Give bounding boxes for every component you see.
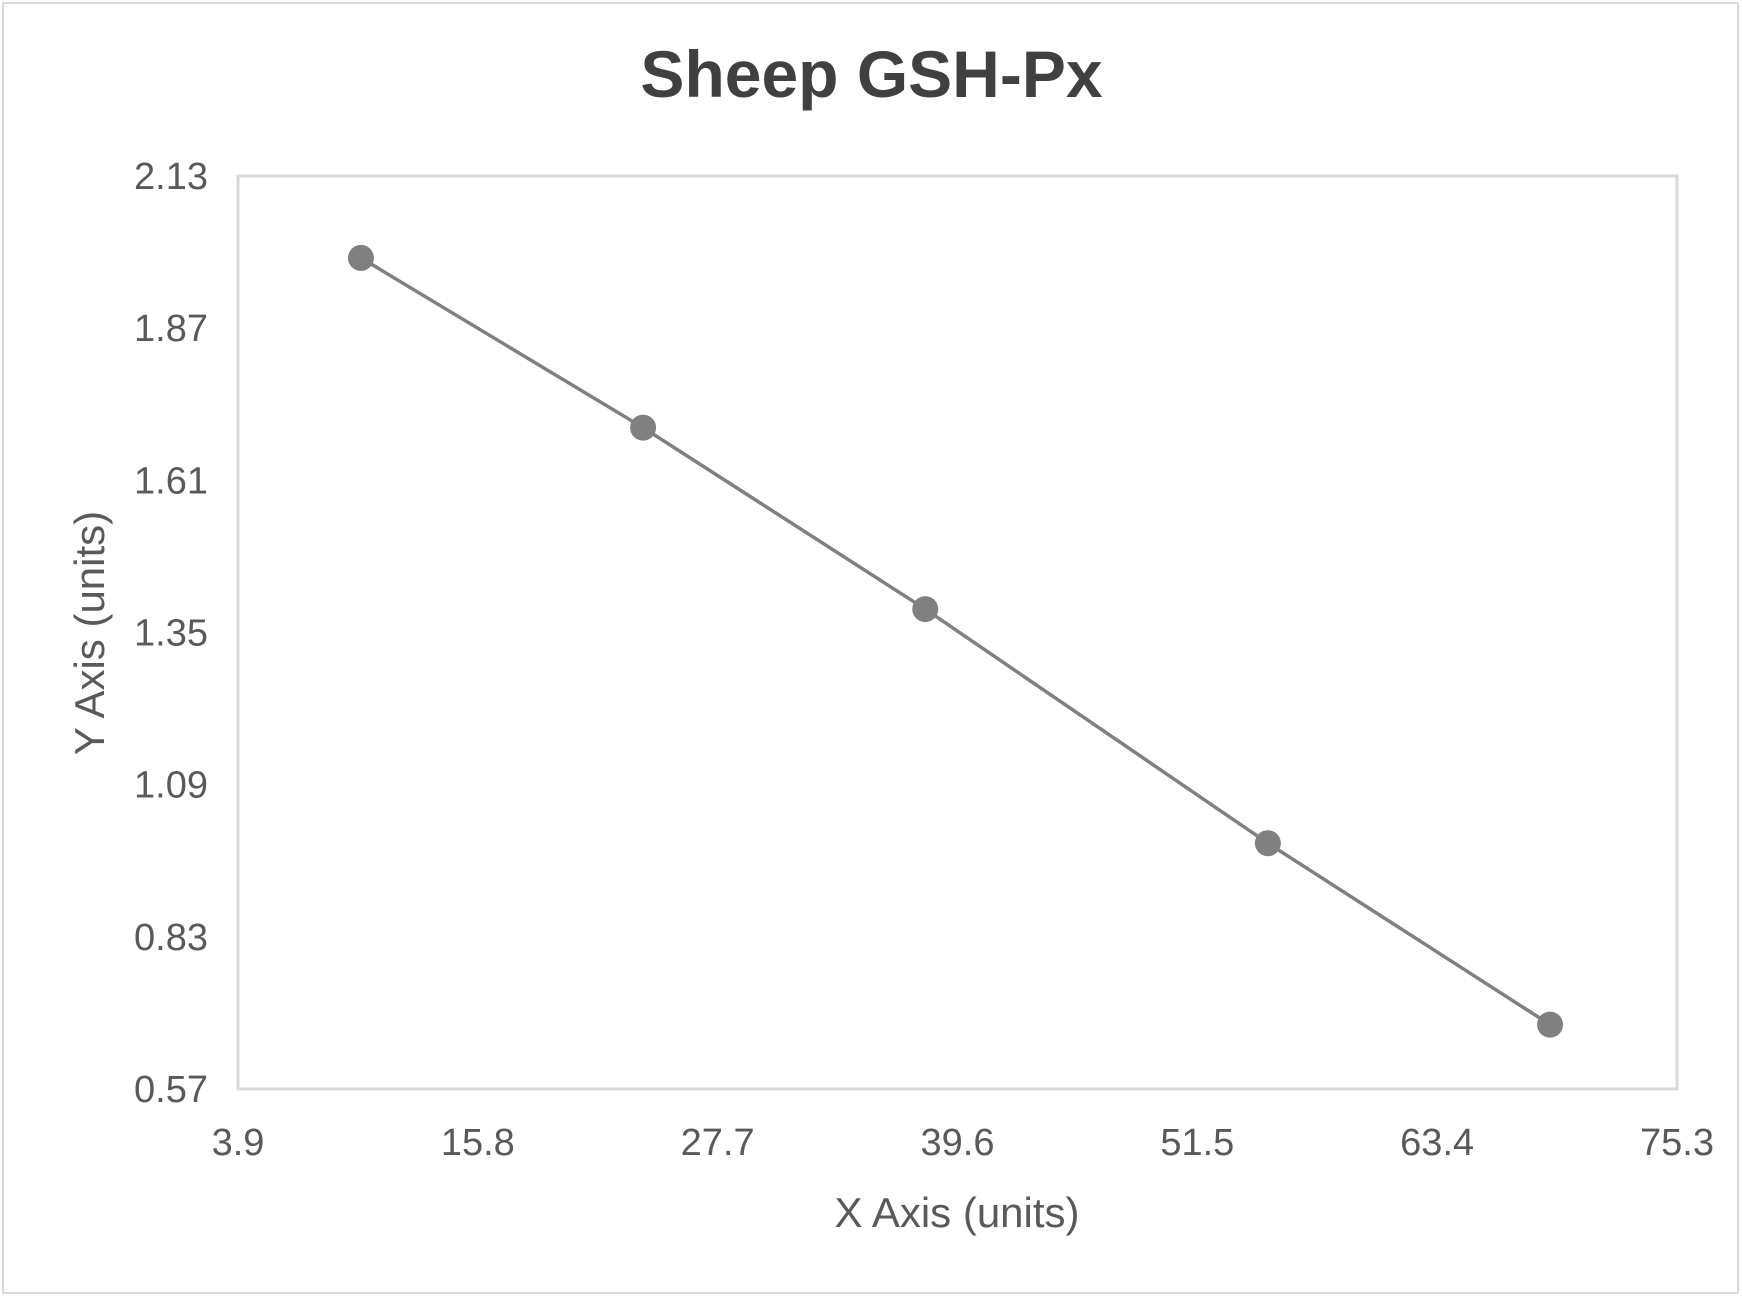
data-point-marker — [1254, 830, 1281, 857]
y-tick-label: 0.57 — [134, 1069, 208, 1111]
data-point-marker — [630, 414, 657, 441]
x-tick-label: 3.9 — [212, 1122, 265, 1164]
series-line — [360, 256, 1551, 1027]
x-tick-label: 27.7 — [681, 1122, 755, 1164]
chart-title: Sheep GSH-Px — [640, 37, 1103, 111]
plot-area — [236, 174, 1679, 1091]
x-tick-label: 63.4 — [1400, 1122, 1474, 1164]
data-point-marker — [347, 244, 374, 271]
y-axis-ticks: 2.13 1.87 1.61 1.35 1.09 0.83 0.57 — [134, 156, 208, 1111]
y-tick-label: 1.35 — [134, 613, 208, 655]
y-tick-label: 0.83 — [134, 917, 208, 959]
y-tick-label: 1.61 — [134, 460, 208, 502]
data-point-marker — [1537, 1011, 1564, 1038]
x-tick-label: 15.8 — [441, 1122, 515, 1164]
y-tick-label: 1.87 — [134, 308, 208, 350]
x-axis-title: X Axis (units) — [834, 1189, 1079, 1236]
y-tick-label: 2.13 — [134, 156, 208, 198]
y-tick-label: 1.09 — [134, 765, 208, 807]
x-tick-label: 51.5 — [1160, 1122, 1234, 1164]
x-tick-label: 39.6 — [921, 1122, 995, 1164]
data-point-marker — [912, 596, 939, 623]
series-layer — [347, 244, 1564, 1038]
x-tick-label: 75.3 — [1640, 1122, 1714, 1164]
x-axis-ticks: 3.9 15.8 27.7 39.6 51.5 63.4 75.3 — [212, 1122, 1714, 1164]
y-axis-title: Y Axis (units) — [66, 511, 113, 755]
